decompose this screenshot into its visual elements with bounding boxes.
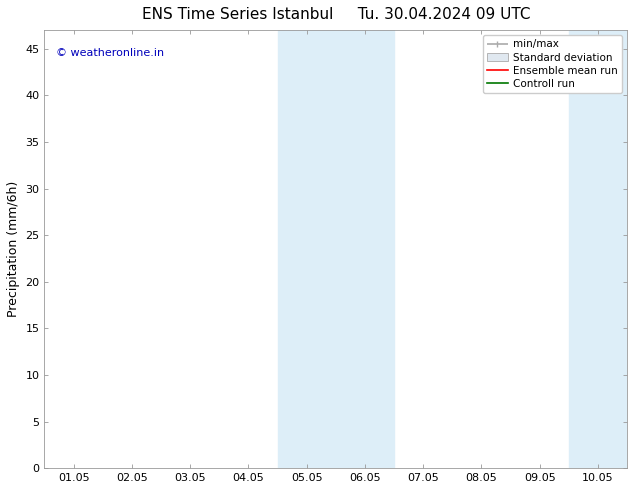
Bar (627, 30, 634, 468)
Text: © weatheronline.in: © weatheronline.in (56, 48, 164, 58)
Legend: min/max, Standard deviation, Ensemble mean run, Controll run: min/max, Standard deviation, Ensemble me… (482, 35, 622, 93)
Y-axis label: Precipitation (mm/6h): Precipitation (mm/6h) (7, 181, 20, 317)
Bar (569, 30, 627, 468)
Bar (336, 30, 394, 468)
Bar (278, 30, 336, 468)
Title: ENS Time Series Istanbul     Tu. 30.04.2024 09 UTC: ENS Time Series Istanbul Tu. 30.04.2024 … (141, 7, 530, 22)
